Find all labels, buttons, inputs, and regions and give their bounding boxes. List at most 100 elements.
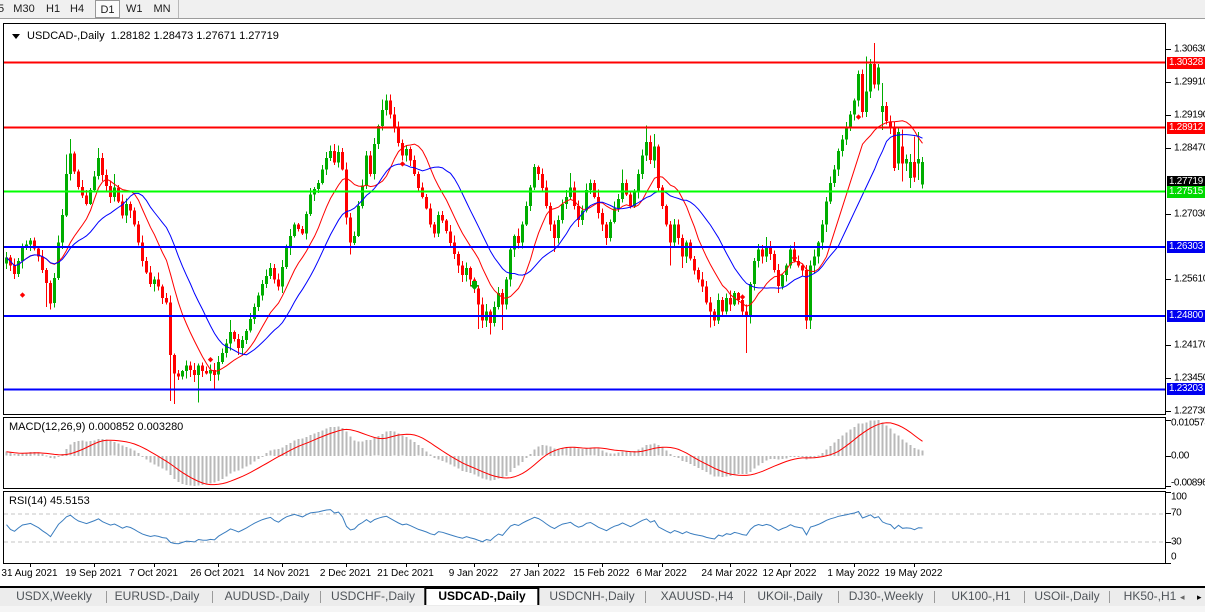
- tab-separator: [933, 591, 935, 603]
- chart-tab-usdcad[interactable]: USDCAD-,Daily: [424, 587, 540, 605]
- chart-tab-usoil[interactable]: USOil-,Daily: [1034, 589, 1100, 603]
- timeframe-button-mn[interactable]: MN: [153, 3, 171, 15]
- date-tick: [854, 564, 855, 567]
- chart-tab-usdx[interactable]: USDX,Weekly: [16, 589, 92, 603]
- date-tick-label: 12 Apr 2022: [762, 568, 817, 579]
- price-tick-label: 1.23450: [1174, 372, 1205, 384]
- date-tick-label: 1 May 2022: [827, 568, 880, 579]
- tab-separator: [1108, 591, 1110, 603]
- timeframe-button-5[interactable]: 5: [0, 0, 5, 18]
- candlestick-chart: [4, 42, 1165, 405]
- date-tick-label: 26 Oct 2021: [190, 568, 245, 579]
- chart-tab-ukoil[interactable]: UKOil-,Daily: [757, 589, 823, 603]
- price-tick: [1166, 279, 1171, 280]
- chart-tab-usdcnh[interactable]: USDCNH-,Daily: [549, 589, 635, 603]
- date-tick-label: 27 Jan 2022: [509, 568, 566, 579]
- macd-label: MACD(12,26,9) 0.000852 0.003280: [9, 421, 184, 433]
- price-tick: [1166, 214, 1171, 215]
- date-tick: [94, 564, 95, 567]
- timeframe-button-h4[interactable]: H4: [70, 3, 85, 15]
- tabs-scroll-left-button[interactable]: ◂: [1180, 592, 1185, 602]
- price-tick-label: 1.29190: [1174, 109, 1205, 121]
- tab-separator: [320, 591, 321, 603]
- date-tick: [474, 564, 475, 567]
- chart-tab-uk100[interactable]: UK100-,H1: [951, 589, 1011, 603]
- price-tick-label: 1.25610: [1174, 273, 1205, 285]
- tab-separator: [212, 591, 213, 603]
- rsi-chart: [4, 509, 1165, 545]
- macd-tick-label: 0.00: [1171, 450, 1189, 462]
- rsi-tick-label: 30: [1171, 536, 1182, 548]
- rsi-tick: [1166, 513, 1171, 514]
- price-tick: [1166, 115, 1171, 116]
- macd-axis: 0.010578 0.00 -0.00896: [1166, 417, 1205, 489]
- chart-title: USDCAD-,Daily 1.28182 1.28473 1.27671 1.2…: [12, 30, 279, 42]
- macd-tick-label: 0.010578: [1171, 417, 1205, 429]
- macd-panel[interactable]: MACD(12,26,9) 0.000852 0.003280: [3, 417, 1166, 489]
- price-chart-panel[interactable]: USDCAD-,Daily 1.28182 1.28473 1.27671 1.2…: [3, 23, 1166, 415]
- chart-tab-dj30[interactable]: DJ30-,Weekly: [848, 589, 924, 603]
- price-tick-label: 1.28470: [1174, 142, 1205, 154]
- price-badge: 1.28912: [1167, 121, 1205, 134]
- timeframe-button-w1[interactable]: W1: [126, 3, 143, 15]
- price-badge: 1.27515: [1167, 185, 1205, 198]
- timeframe-button-m30[interactable]: M30: [13, 3, 35, 15]
- date-tick: [914, 564, 915, 567]
- price-tick: [1166, 148, 1171, 149]
- chart-tab-hk50[interactable]: HK50-,H1: [1123, 589, 1177, 603]
- date-tick: [30, 564, 31, 567]
- chart-quote-values: 1.28182 1.28473 1.27671 1.27719: [110, 30, 279, 42]
- date-tick-label: 9 Jan 2022: [448, 568, 499, 579]
- tabs-scroll-right-button[interactable]: ▸: [1197, 592, 1202, 602]
- price-badge: 1.26303: [1167, 241, 1205, 254]
- chart-tab-audusd[interactable]: AUDUSD-,Daily: [224, 589, 310, 603]
- tab-separator: [105, 591, 107, 603]
- tab-separator: [743, 591, 745, 603]
- date-tick: [602, 564, 603, 567]
- chart-tab-usdchf[interactable]: USDCHF-,Daily: [331, 589, 415, 603]
- rsi-axis: 100 70 30 0: [1166, 491, 1205, 564]
- macd-tick-label: -0.00896: [1171, 477, 1205, 489]
- rsi-panel[interactable]: RSI(14) 45.5153: [3, 491, 1166, 564]
- price-tick-label: 1.24170: [1174, 339, 1205, 351]
- date-tick: [790, 564, 791, 567]
- date-tick-label: 21 Dec 2021: [377, 568, 434, 579]
- date-axis: 31 Aug 2021 19 Sep 2021 7 Oct 2021 26 Oct 2…: [1, 564, 1166, 584]
- chart-tab-eurusd[interactable]: EURUSD-,Daily: [114, 589, 200, 603]
- price-badge: 1.27719: [1167, 176, 1205, 189]
- price-tick-label: 1.27030: [1174, 208, 1205, 220]
- date-tick-label: 6 Mar 2022: [636, 568, 687, 579]
- price-badge: 1.24800: [1167, 310, 1205, 323]
- price-tick: [1166, 82, 1171, 83]
- date-tick-label: 15 Feb 2022: [573, 568, 630, 579]
- date-tick: [218, 564, 219, 567]
- chevron-down-icon[interactable]: [12, 33, 20, 39]
- date-tick-label: 19 Sep 2021: [65, 568, 122, 579]
- chart-tab-xauusd[interactable]: XAUUSD-,H4: [660, 589, 734, 603]
- tab-separator: [1024, 591, 1025, 603]
- window-separator: [0, 586, 1205, 588]
- toolbar-separator: [178, 0, 179, 18]
- price-tick: [1166, 411, 1171, 412]
- macd-tick: [1166, 486, 1171, 487]
- date-tick: [538, 564, 539, 567]
- date-tick-label: 2 Dec 2021: [319, 568, 372, 579]
- date-tick: [730, 564, 731, 567]
- price-tick-label: 1.30630: [1174, 43, 1205, 55]
- macd-chart: [5, 420, 924, 486]
- price-tick-label: 1.22730: [1174, 405, 1205, 417]
- price-tick-label: 1.29910: [1174, 76, 1205, 88]
- chart-symbol-label: USDCAD-,Daily: [27, 30, 105, 42]
- macd-tick: [1166, 456, 1171, 457]
- price-tick: [1166, 49, 1171, 50]
- timeframe-button-d1[interactable]: D1: [95, 0, 120, 18]
- date-tick-label: 31 Aug 2021: [1, 568, 58, 579]
- timeframe-button-h1[interactable]: H1: [46, 3, 61, 15]
- date-tick: [346, 564, 347, 567]
- price-axis: 1.30630 1.29910 1.29190 1.28470 1.27030 1.256…: [1166, 23, 1205, 417]
- price-badge: 1.30328: [1167, 56, 1205, 69]
- chart-tabbar: USDX,Weekly EURUSD-,Daily AUDUSD-,Daily USD…: [0, 587, 1205, 612]
- tabbar-strip: [0, 606, 1205, 612]
- date-tick-label: 19 May 2022: [884, 568, 943, 579]
